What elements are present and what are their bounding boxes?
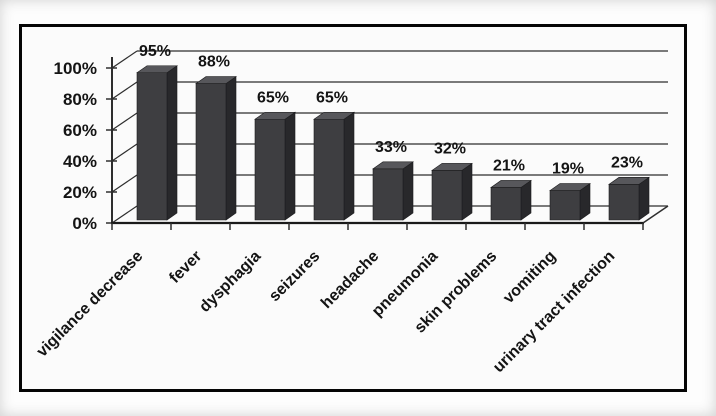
bar-front-face <box>136 72 168 221</box>
bar-vigilance-decrease <box>136 65 178 221</box>
bar-top-face <box>372 161 414 170</box>
category-label: dysphagia <box>196 248 264 316</box>
bar-front-face <box>372 168 404 221</box>
bar-fever <box>195 76 237 221</box>
bar-top-face <box>254 111 296 120</box>
bar-top-face <box>431 163 473 171</box>
data-label: 33% <box>375 139 407 156</box>
bar-headache <box>372 161 414 221</box>
y-axis-label: 20% <box>63 183 97 202</box>
bar-side-face <box>461 162 473 221</box>
y-axis-label: 80% <box>63 90 97 109</box>
bar-top-face <box>608 177 650 185</box>
bar-front-face <box>608 184 640 221</box>
y-axis-label: 40% <box>63 152 97 171</box>
bar-vomiting <box>549 182 591 221</box>
category-label: seizures <box>266 248 323 305</box>
gridline-connector <box>111 81 138 100</box>
data-label: 95% <box>139 43 171 60</box>
bar-seizures <box>313 111 355 221</box>
data-label: 65% <box>316 89 348 106</box>
bar-top-face <box>313 111 355 120</box>
data-label: 32% <box>434 140 466 157</box>
category-label: headache <box>318 248 382 312</box>
data-label: 21% <box>493 157 525 174</box>
data-label: 88% <box>198 54 230 71</box>
category-label: urinary tract infection <box>490 248 618 376</box>
data-label: 19% <box>552 161 584 178</box>
floor-right-edge <box>642 205 669 224</box>
bar-side-face <box>638 176 650 221</box>
bar-side-face <box>343 111 355 221</box>
bar-front-face <box>195 83 227 221</box>
bar-top-face <box>195 76 237 84</box>
bar-dysphagia <box>254 111 296 221</box>
y-axis-label: 0% <box>72 214 97 233</box>
bar-pneumonia <box>431 162 473 221</box>
category-label: vigilance decrease <box>34 248 147 361</box>
bar-front-face <box>490 187 522 221</box>
data-label: 65% <box>257 89 289 106</box>
bar-front-face <box>549 190 581 221</box>
bar-top-face <box>490 180 532 188</box>
bar-urinary-tract-infection <box>608 176 650 221</box>
gridline-connector <box>111 174 138 193</box>
bar-side-face <box>225 76 237 221</box>
category-label: fever <box>166 248 205 287</box>
bar-side-face <box>402 161 414 221</box>
gridline-connector <box>111 143 138 162</box>
gridline-connector <box>111 112 138 131</box>
y-axis-label: 100% <box>54 59 97 78</box>
bar-front-face <box>254 118 286 221</box>
gridline-connector <box>111 50 138 69</box>
bar-top-face <box>136 65 178 74</box>
data-label: 23% <box>611 154 643 171</box>
category-label: vomiting <box>500 248 559 307</box>
gridline-connector <box>111 205 138 224</box>
bar-side-face <box>166 65 178 221</box>
bar-front-face <box>431 170 463 221</box>
y-axis-label: 60% <box>63 121 97 140</box>
bar-skin-problems <box>490 179 532 221</box>
bar-side-face <box>284 111 296 221</box>
bar-front-face <box>313 118 345 221</box>
bar-top-face <box>549 183 591 191</box>
